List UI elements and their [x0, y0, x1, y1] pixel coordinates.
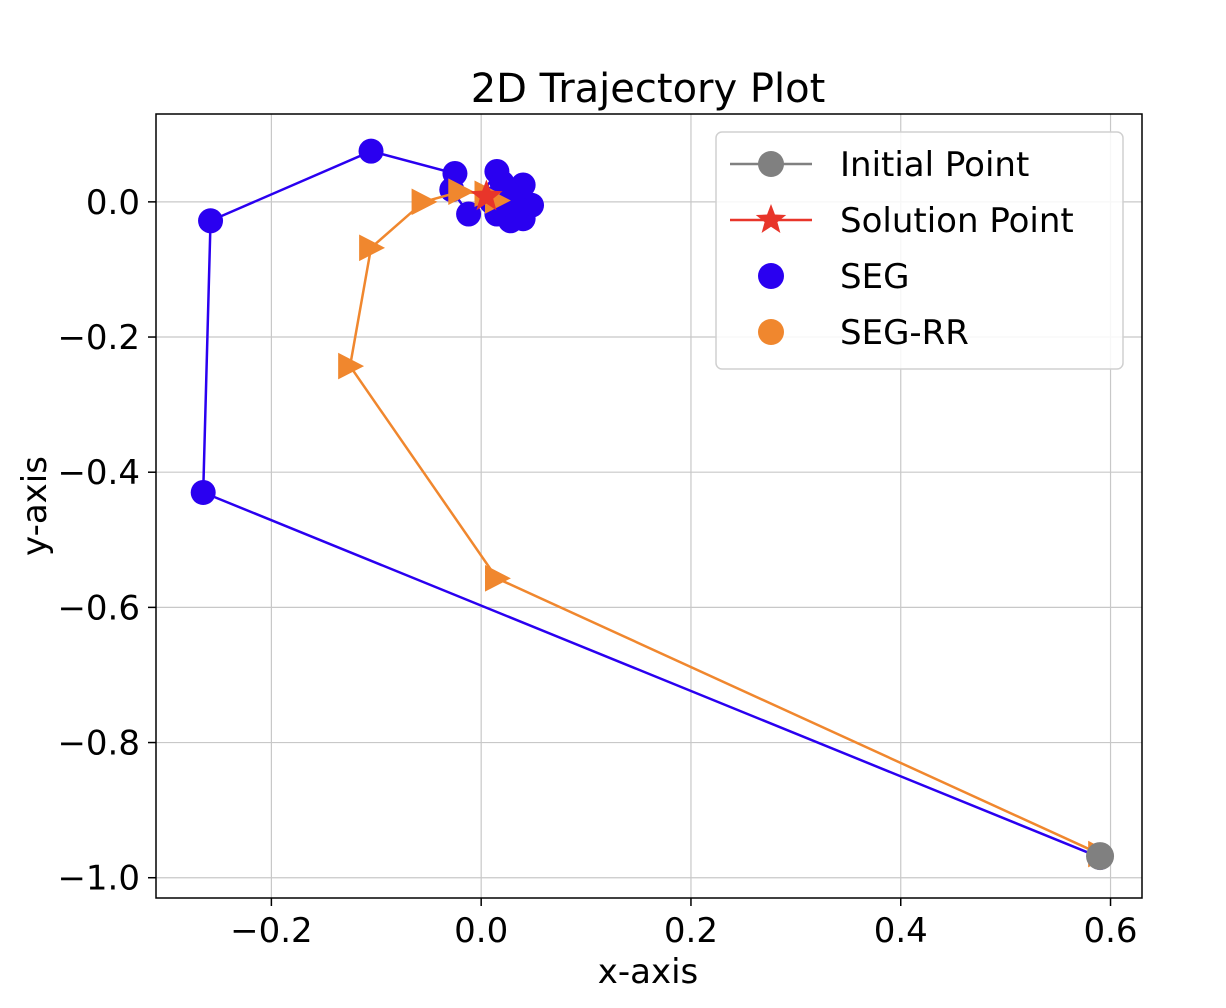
legend-box	[715, 131, 1124, 370]
legend-label: Solution Point	[840, 201, 1074, 241]
x-axis-label: x-axis	[598, 952, 699, 992]
series-point	[411, 188, 438, 216]
legend: Initial Point Solution Point SEG SEG-RR	[715, 131, 1124, 370]
legend-item-initial-point: Initial Point	[730, 145, 1029, 185]
legend-label: SEG	[840, 257, 909, 297]
series-point	[359, 234, 386, 262]
x-tick-label: −0.2	[230, 911, 313, 951]
series-point	[358, 138, 384, 164]
y-tick-label: 0.0	[86, 183, 140, 223]
series-point	[456, 201, 482, 227]
series-point	[448, 178, 475, 206]
y-tick-label: −0.8	[57, 724, 140, 764]
y-tick-label: −0.4	[57, 453, 140, 493]
series-point	[485, 565, 511, 592]
legend-label: Initial Point	[840, 145, 1029, 185]
series-point	[198, 208, 224, 234]
x-tick-label: 0.4	[874, 911, 928, 951]
legend-marker	[758, 151, 784, 177]
x-tick-label: 0.2	[664, 911, 718, 951]
ticks: −0.2 0.0 0.2 0.4 0.6 0.0 −0.2 −0.4 −0.6 −0.8 −1.0	[57, 183, 1137, 951]
x-tick-label: 0.0	[454, 911, 508, 951]
y-tick-label: −1.0	[57, 859, 140, 899]
legend-marker	[758, 263, 784, 289]
initial-point-marker	[1086, 842, 1115, 871]
legend-label: SEG-RR	[840, 313, 969, 353]
legend-item-seg-rr: SEG-RR	[758, 313, 969, 353]
solution-point-marker	[470, 179, 503, 211]
y-tick-label: −0.6	[57, 588, 140, 628]
series-point	[190, 479, 216, 505]
legend-marker	[755, 204, 787, 233]
y-tick-label: −0.2	[57, 318, 140, 358]
grid	[156, 114, 1142, 898]
plot-frame	[155, 113, 1143, 899]
legend-marker	[758, 319, 784, 345]
y-axis-label: y-axis	[15, 456, 55, 556]
series-point	[338, 352, 365, 380]
legend-item-seg: SEG	[758, 257, 909, 297]
legend-item-solution-point: Solution Point	[730, 201, 1074, 241]
series-layer	[190, 138, 1115, 871]
x-tick-label: 0.6	[1083, 911, 1137, 951]
chart-title: 2D Trajectory Plot	[471, 66, 826, 112]
